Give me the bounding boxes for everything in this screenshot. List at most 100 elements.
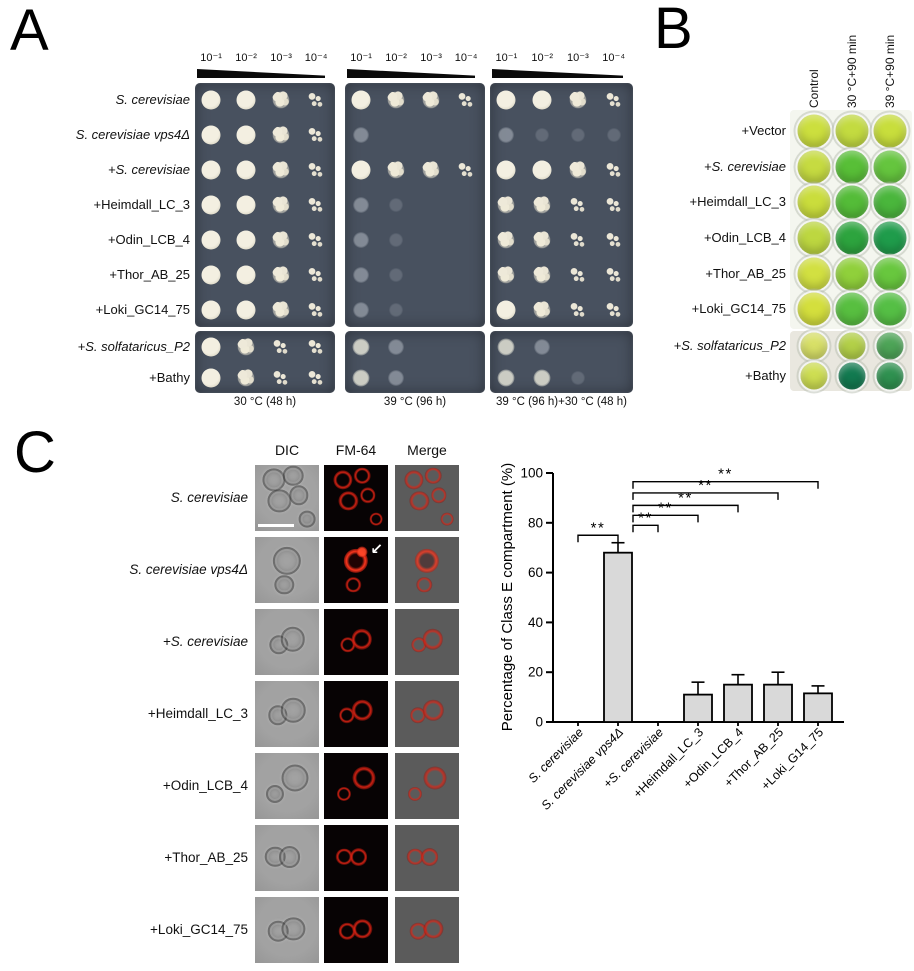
colony-spot	[307, 265, 326, 284]
colony-spot	[272, 126, 291, 145]
colony-spot	[353, 266, 370, 283]
fm64-ring	[354, 467, 371, 484]
y-tick-label: 60	[528, 565, 543, 580]
significance-label: **	[638, 509, 653, 526]
colony-spot	[497, 196, 516, 214]
colony-spot	[387, 161, 406, 180]
bar	[803, 692, 833, 723]
dilution-label: 10⁻³	[270, 52, 292, 64]
fm64-ring	[370, 512, 383, 526]
microscopy-image-fm: ↙	[324, 537, 388, 603]
colony-spot	[201, 265, 221, 285]
cell-outline	[274, 574, 295, 595]
arrow-icon: ↙	[370, 541, 383, 559]
treatment-column-header: 30 °C+90 min	[845, 34, 859, 108]
colony-spot	[353, 127, 370, 144]
agar-plate-extra	[490, 331, 633, 393]
bar	[723, 683, 753, 723]
microscopy-image-fm	[324, 753, 388, 819]
microscopy-image-fm	[324, 609, 388, 675]
fm64-ring	[333, 469, 353, 490]
treatment-column-header: 39 °C+90 min	[883, 34, 897, 108]
y-tick-label: 0	[535, 715, 543, 730]
cell-outline	[281, 917, 305, 941]
colony-spot	[604, 196, 623, 214]
strain-row-label: S. cerevisiae vps4Δ	[75, 127, 190, 143]
assay-well	[873, 150, 907, 183]
y-tick-label: 20	[528, 665, 543, 680]
microscopy-image-fm	[324, 465, 388, 531]
panel-b-well-plate-assay: Control 30 °C+90 min 39 °C+90 min +Vector +S…	[595, 0, 914, 400]
significance-label: **	[658, 499, 673, 516]
condition-label: 39 °C (96 h)+30 °C (48 h)	[496, 396, 627, 408]
assay-well	[838, 332, 866, 360]
colony-spot	[422, 91, 441, 110]
strain-row-label: +Vector	[741, 122, 786, 138]
cell-outline	[262, 467, 286, 492]
significance-bracket	[632, 514, 699, 523]
microscopy-image-fm	[324, 681, 388, 747]
colony-spot	[568, 265, 587, 284]
assay-well	[835, 257, 869, 290]
fm64-ring	[407, 848, 424, 865]
assay-well	[835, 292, 869, 326]
colony-spot	[307, 230, 326, 249]
strain-row-label: +S. cerevisiae	[703, 158, 786, 174]
microscopy-image-dic	[255, 897, 319, 963]
assay-well	[873, 185, 907, 219]
colony-spot	[388, 369, 405, 386]
significance-bracket	[632, 492, 779, 500]
strain-row-label: +Odin_LCB_4	[107, 231, 190, 247]
colony-spot	[307, 368, 326, 387]
dilution-label: 10⁻²	[235, 52, 257, 64]
colony-spot	[201, 90, 221, 110]
dilution-label: 10⁻⁴	[304, 52, 328, 64]
fm64-ring	[409, 923, 427, 940]
assay-well	[876, 362, 904, 390]
channel-header: DIC	[274, 442, 300, 458]
fm64-ring	[345, 576, 362, 593]
y-tick-label: 80	[528, 515, 543, 530]
colony-spot	[496, 90, 516, 110]
strain-row-label: +Bathy	[149, 369, 190, 385]
colony-spot	[387, 91, 406, 110]
microscopy-image-fm	[324, 897, 388, 963]
colony-spot	[534, 338, 551, 355]
bar	[603, 551, 633, 723]
dilution-label: 10⁻³	[420, 52, 442, 64]
colony-spot	[237, 368, 256, 387]
colony-spot	[496, 160, 516, 180]
fm64-ring	[351, 629, 372, 650]
cell-outline	[281, 764, 309, 792]
microscopy-image-dic	[255, 753, 319, 819]
colony-spot	[389, 302, 404, 317]
fm64-ring	[352, 699, 373, 721]
strain-row-label: S. cerevisiae	[170, 490, 248, 505]
cell-outline	[299, 510, 316, 528]
colony-spot	[496, 300, 516, 320]
microscopy-image-fm	[324, 825, 388, 891]
colony-spot	[272, 91, 291, 110]
fm64-ring	[336, 786, 351, 801]
colony-spot	[201, 337, 221, 356]
strain-row-label: +Thor_AB_25	[705, 265, 786, 281]
colony-spot	[236, 125, 256, 145]
y-tick-label: 40	[528, 615, 543, 630]
strain-row-label: +S. cerevisiae	[162, 634, 248, 649]
fm64-ring	[409, 491, 429, 511]
significance-bracket	[632, 524, 659, 533]
strain-row-label: S. cerevisiae vps4Δ	[129, 562, 248, 577]
cell-outline	[267, 489, 291, 513]
colony-spot	[236, 90, 256, 110]
fm64-ring	[338, 491, 358, 511]
fm64-ring	[422, 629, 443, 650]
cell-outline	[278, 845, 301, 868]
colony-spot	[533, 265, 552, 284]
colony-spot	[532, 90, 552, 110]
bar	[683, 693, 713, 723]
strain-row-label: +Loki_GC14_75	[150, 922, 248, 937]
assay-well	[873, 257, 907, 290]
colony-spot	[307, 337, 326, 356]
dilution-label: 10⁻¹	[200, 52, 222, 64]
